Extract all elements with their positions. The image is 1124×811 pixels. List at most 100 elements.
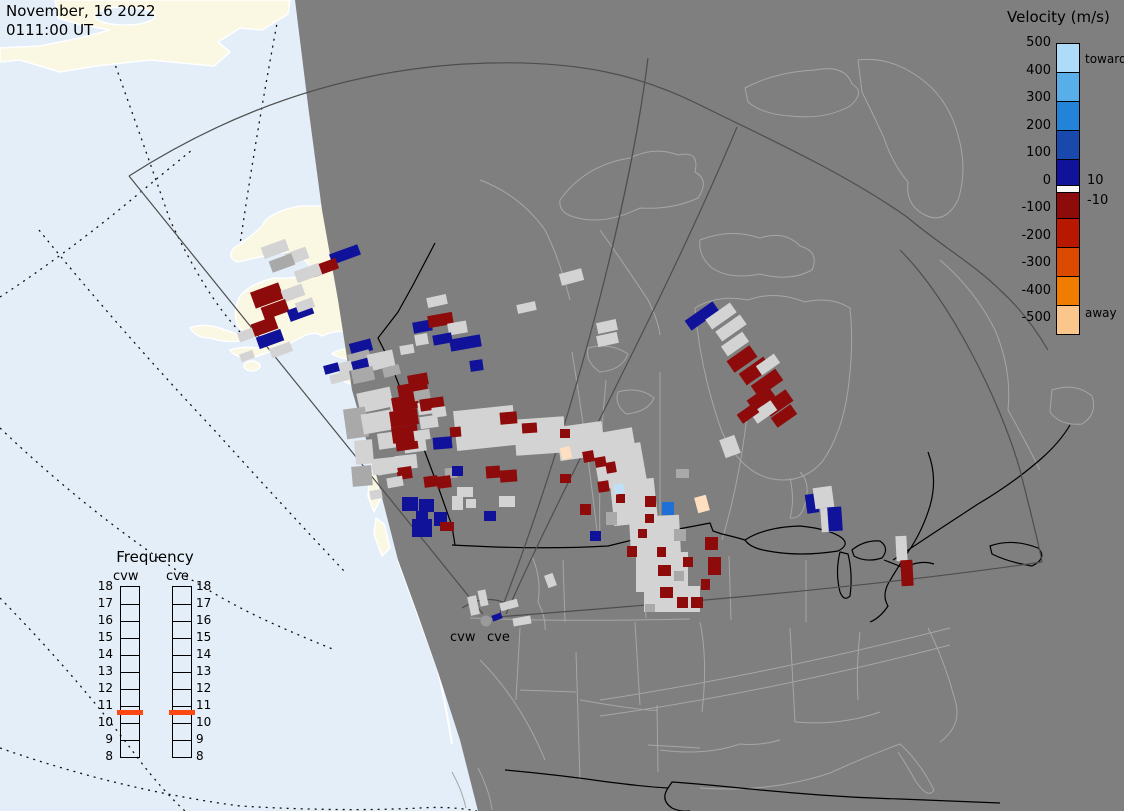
colorbar-neg-threshold: -10 [1087,193,1109,208]
colorbar-away-label: away [1085,306,1117,320]
velocity-cell [674,529,686,541]
velocity-cell [431,406,447,418]
velocity-cell [416,511,428,522]
velocity-cell [558,268,585,286]
velocity-cell [708,557,721,575]
velocity-cell [449,334,482,352]
fov-beam-edge-1 [499,57,649,614]
colorbar-tick-label: 400 [1026,62,1051,78]
velocity-cell [691,597,703,608]
frequency-tick-label: 9 [105,732,113,746]
colorbar-tick-label: -200 [1021,227,1051,243]
velocity-cell [590,531,601,541]
velocity-cell [627,546,637,557]
velocity-cell [677,597,688,608]
velocity-cell [467,595,480,616]
frequency-rung [173,655,191,656]
velocity-cell [645,514,654,523]
velocity-cell [827,506,843,532]
frequency-ladder-cve [172,586,192,758]
velocity-cell [419,499,434,512]
colorbar-tick-label: -400 [1021,282,1051,298]
colorbar-tick-label: 0 [1042,172,1051,188]
frequency-rung [121,621,139,622]
frequency-rung [121,655,139,656]
colorbar-segment [1057,186,1079,193]
frequency-tick-label: 14 [97,647,113,661]
velocity-cell [452,466,463,476]
colorbar-bar [1056,43,1080,335]
fov-beam-edge-2 [505,126,738,615]
frequency-tick-label: 8 [105,749,113,763]
date-text: November, 16 2022 [6,2,156,20]
frequency-rung [121,723,139,724]
colorbar-tick-label: 500 [1026,35,1051,50]
velocity-cell [582,450,595,463]
velocity-cell [560,429,570,438]
frequency-col-cve: cve [166,569,189,584]
colorbar-segment [1057,248,1079,277]
colorbar-title: Velocity (m/s) [1007,8,1110,26]
frequency-tick-label: 13 [196,664,212,678]
velocity-cell [499,469,518,483]
frequency-tick-label: 15 [196,630,212,644]
frequency-rung [121,740,139,741]
colorbar-tick-label: 300 [1026,90,1051,105]
velocity-cell [469,359,484,372]
colorbar-pos-threshold: 10 [1087,173,1104,188]
velocity-cell [613,483,625,495]
velocity-cell [895,535,908,562]
frequency-tick-label: 15 [97,630,113,644]
velocity-cell [683,557,693,567]
frequency-rung [121,706,139,707]
velocity-cell [812,485,835,510]
map-coastlines-black [377,242,1071,811]
radar-label-cvw: cvw [450,630,476,645]
velocity-cell [676,469,689,478]
velocity-cell [386,475,404,489]
frequency-marker-cvw [117,709,143,715]
frequency-rung [173,604,191,605]
colorbar-tick-label: -300 [1021,255,1051,270]
velocity-cell [236,327,256,343]
velocity-cell [484,511,496,521]
frequency-title: Frequency [116,548,194,566]
frequency-rung [121,604,139,605]
velocity-cell [402,497,418,511]
velocity-cell [596,331,619,348]
velocity-cell [350,365,376,385]
frequency-col-cvw: cvw [113,569,139,584]
velocity-cell [616,494,625,503]
velocity-cell [440,522,454,531]
frequency-ladder-cvw [120,586,140,758]
velocity-cell [606,512,617,525]
fov-outer-arc-east [899,249,1043,563]
velocity-cell [638,529,647,538]
frequency-rung [121,672,139,673]
velocity-cell [657,547,666,557]
velocity-cell [376,459,398,476]
velocity-cell [413,428,431,442]
frequency-rung [121,689,139,690]
frequency-rung [173,689,191,690]
frequency-tick-label: 12 [97,681,113,695]
velocity-cell [351,465,373,487]
fov-outer-arc [128,62,1049,351]
frequency-tick-label: 16 [97,613,113,627]
velocity-cell [485,465,501,479]
velocity-cell [293,262,323,284]
velocity-cell [499,598,519,612]
chukotka-lake [94,6,156,26]
velocity-cell [466,499,476,508]
frequency-panel: Frequency cvw cve 18 17 16 15 14 13 12 11 10 9 8 18… [95,548,225,773]
velocity-cell [660,587,673,598]
colorbar-segment [1057,219,1079,248]
velocity-cell [560,474,571,483]
fov-left-edge [128,175,484,615]
velocity-cell [491,612,503,622]
velocity-cell [399,343,415,356]
velocity-cell [597,480,610,493]
frequency-tick-label: 11 [196,698,212,712]
map-borders-gray [451,58,1095,811]
colorbar-tick-label: -500 [1021,310,1051,325]
